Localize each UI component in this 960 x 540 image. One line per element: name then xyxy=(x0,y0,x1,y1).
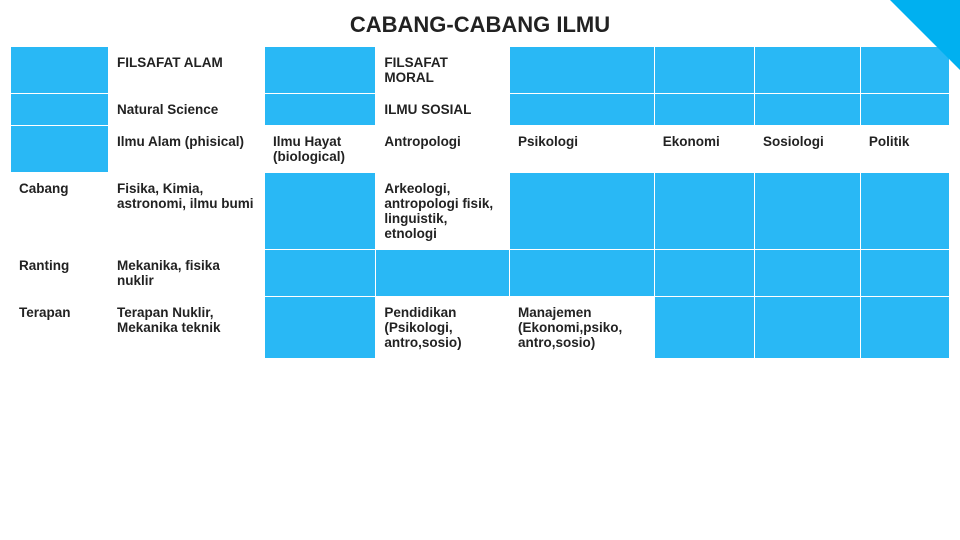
table-cell xyxy=(264,47,375,94)
table-cell xyxy=(860,250,949,297)
table-row: Ilmu Alam (phisical)Ilmu Hayat (biologic… xyxy=(11,126,950,173)
table-cell xyxy=(376,250,510,297)
table-cell: FILSAFAT ALAM xyxy=(109,47,265,94)
table-cell xyxy=(755,94,861,126)
table-cell: Fisika, Kimia, astronomi, ilmu bumi xyxy=(109,173,265,250)
table-cell xyxy=(654,250,754,297)
table-row: RantingMekanika, fisika nuklir xyxy=(11,250,950,297)
table-cell xyxy=(860,297,949,359)
table-cell: Antropologi xyxy=(376,126,510,173)
table-cell xyxy=(509,47,654,94)
table-cell: Terapan xyxy=(11,297,109,359)
table-cell xyxy=(654,173,754,250)
table-cell: Terapan Nuklir, Mekanika teknik xyxy=(109,297,265,359)
corner-accent xyxy=(890,0,960,70)
table-cell xyxy=(654,47,754,94)
table-cell: ILMU SOSIAL xyxy=(376,94,510,126)
table-cell: Ilmu Alam (phisical) xyxy=(109,126,265,173)
table-cell xyxy=(654,94,754,126)
table-cell xyxy=(654,297,754,359)
table-cell xyxy=(11,126,109,173)
table-cell: Psikologi xyxy=(509,126,654,173)
table-row: CabangFisika, Kimia, astronomi, ilmu bum… xyxy=(11,173,950,250)
table-cell xyxy=(755,173,861,250)
table-cell xyxy=(11,94,109,126)
table-cell xyxy=(509,173,654,250)
table-cell: Arkeologi, antropologi fisik, linguistik… xyxy=(376,173,510,250)
table-cell xyxy=(755,297,861,359)
table-cell xyxy=(860,173,949,250)
table-cell: Ranting xyxy=(11,250,109,297)
table-cell xyxy=(860,94,949,126)
table-cell: Sosiologi xyxy=(755,126,861,173)
table-cell: Manajemen (Ekonomi,psiko, antro,sosio) xyxy=(509,297,654,359)
table-cell: FILSAFAT MORAL xyxy=(376,47,510,94)
page-title: CABANG-CABANG ILMU xyxy=(0,0,960,46)
branches-table: FILSAFAT ALAMFILSAFAT MORALNatural Scien… xyxy=(10,46,950,359)
table-row: Natural Science ILMU SOSIAL xyxy=(11,94,950,126)
table-cell xyxy=(755,250,861,297)
table-cell xyxy=(755,47,861,94)
table-row: FILSAFAT ALAM FILSAFAT MORAL xyxy=(11,47,950,94)
table-cell xyxy=(264,173,375,250)
table-cell: Politik xyxy=(860,126,949,173)
table-cell: Ilmu Hayat (biological) xyxy=(264,126,375,173)
table-cell: Cabang xyxy=(11,173,109,250)
table-cell xyxy=(264,250,375,297)
table-cell xyxy=(509,94,654,126)
table-cell: Ekonomi xyxy=(654,126,754,173)
table-cell xyxy=(264,94,375,126)
table-cell xyxy=(509,250,654,297)
table-row: TerapanTerapan Nuklir, Mekanika teknik Pe… xyxy=(11,297,950,359)
table-cell: Mekanika, fisika nuklir xyxy=(109,250,265,297)
table-cell xyxy=(264,297,375,359)
table-cell: Pendidikan (Psikologi, antro,sosio) xyxy=(376,297,510,359)
table-cell: Natural Science xyxy=(109,94,265,126)
table-cell xyxy=(11,47,109,94)
